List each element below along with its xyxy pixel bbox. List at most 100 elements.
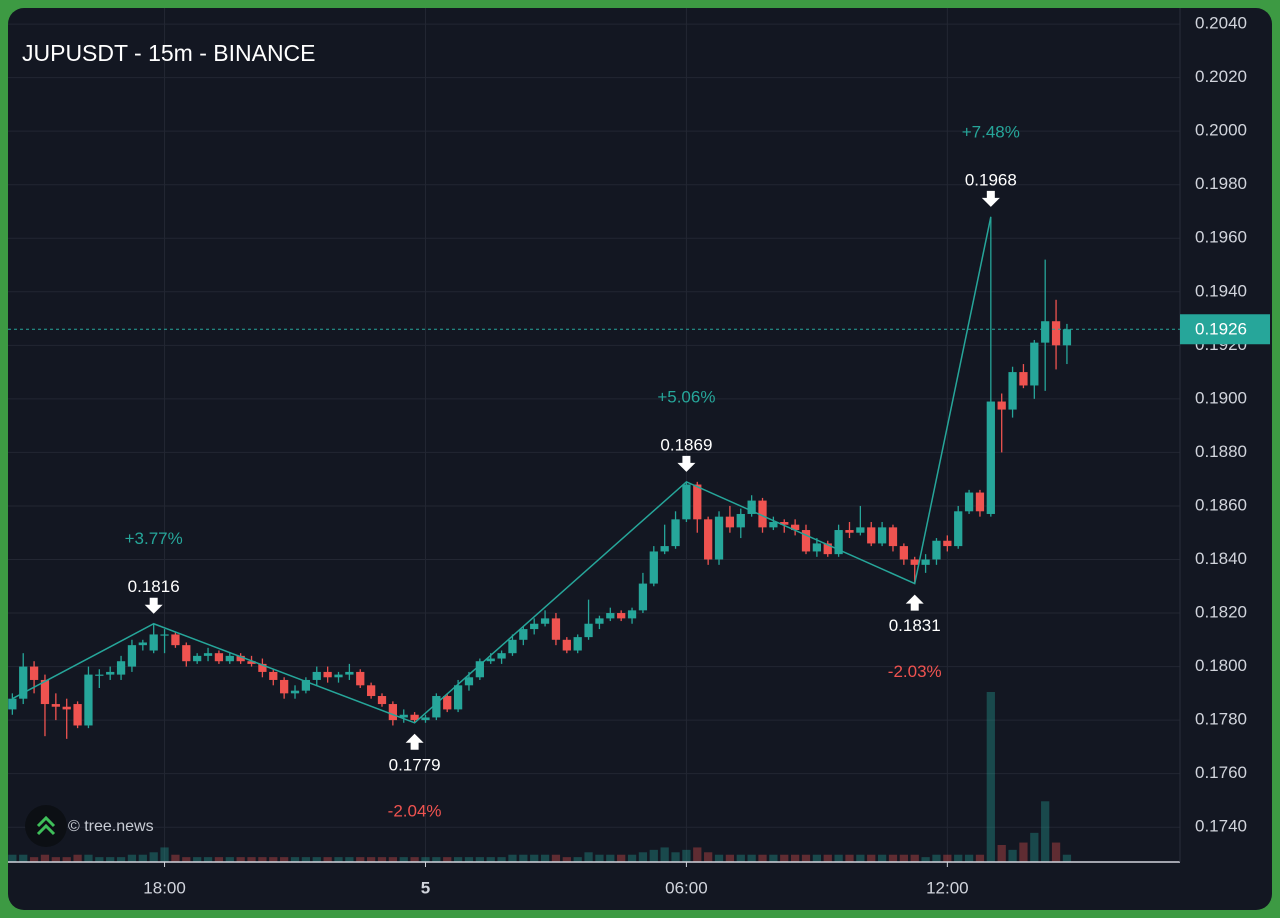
candle-body — [932, 540, 941, 560]
candle-body — [1062, 329, 1072, 346]
candle-body — [627, 610, 637, 619]
candle-body — [595, 618, 604, 624]
candle-body — [617, 613, 626, 619]
volume-bar — [421, 857, 430, 862]
volume-bar — [693, 847, 702, 862]
candle-body — [964, 492, 974, 512]
candle-body — [834, 530, 843, 555]
candle-body — [519, 629, 528, 640]
y-tick-label: 0.1740 — [1195, 817, 1247, 836]
candle-body — [475, 661, 484, 678]
candle-body — [29, 666, 39, 680]
candle-body — [954, 511, 963, 547]
volume-bar — [106, 857, 115, 862]
candle-body — [464, 677, 474, 686]
candle-body — [1019, 372, 1028, 386]
candle-body — [356, 671, 365, 686]
volume-bar — [736, 854, 745, 862]
volume-bar — [149, 852, 158, 862]
plot — [8, 216, 1072, 862]
candle-body — [182, 645, 191, 662]
volume-bar — [432, 857, 441, 862]
volume-bar — [801, 854, 811, 862]
x-tick-label: 18:00 — [143, 878, 186, 897]
volume-bar — [932, 854, 941, 862]
volume-bar — [225, 857, 234, 862]
candle-body — [312, 671, 321, 680]
volume-bar — [877, 854, 887, 862]
pivot-price: 0.1968 — [965, 170, 1017, 189]
volume-bar — [856, 854, 865, 862]
y-tick-label: 0.1760 — [1195, 763, 1247, 782]
candle-body — [84, 674, 93, 726]
volume-bar — [258, 857, 267, 862]
candle-body — [160, 634, 169, 636]
volume-bar — [486, 857, 495, 862]
candle-body — [73, 704, 82, 726]
volume-bar — [1008, 849, 1017, 862]
volume-bar — [519, 854, 528, 862]
arrow-down — [144, 597, 163, 614]
volume-bar — [40, 854, 50, 862]
volume-bar — [73, 854, 82, 862]
volume-bar — [1062, 854, 1072, 862]
candle-body — [584, 623, 593, 638]
candle-body — [997, 401, 1006, 410]
candle-body — [1041, 321, 1050, 343]
volume-bar — [780, 854, 789, 862]
volume-bar — [638, 852, 648, 862]
volume-bar — [345, 857, 354, 862]
candle-body — [540, 618, 550, 624]
y-tick-label: 0.1980 — [1195, 174, 1247, 193]
volume-bar — [769, 854, 778, 862]
pivot-price: 0.1779 — [389, 755, 441, 774]
volume-bar — [551, 854, 561, 862]
volume-bar — [475, 857, 484, 862]
candle-body — [562, 639, 571, 651]
candle-body — [551, 618, 561, 640]
candle-body — [1008, 372, 1017, 410]
candle-body — [921, 559, 930, 565]
candle-body — [410, 714, 419, 721]
volume-bar — [562, 857, 571, 862]
candle-body — [345, 671, 354, 675]
volume-bar — [160, 847, 169, 862]
volume-bar — [714, 854, 724, 862]
volume-bar — [1030, 832, 1039, 862]
volume-bar — [19, 854, 28, 862]
candle-body — [334, 674, 343, 678]
candle-body — [323, 671, 332, 678]
candle-body — [606, 613, 615, 619]
volume-bar — [704, 852, 713, 862]
candle-body — [247, 661, 256, 664]
volume-bar — [964, 854, 974, 862]
candle-body — [486, 658, 495, 662]
candle-body — [910, 559, 919, 565]
candle-body — [399, 714, 408, 718]
volume-bar — [1019, 842, 1028, 862]
volume-bar — [921, 857, 930, 862]
y-tick-label: 0.2020 — [1195, 67, 1247, 86]
pivot-change: +5.06% — [657, 387, 715, 406]
logo-icon — [36, 815, 56, 836]
candle-body — [530, 623, 539, 630]
candle-body — [106, 671, 115, 675]
pivot-change: -2.04% — [388, 801, 442, 820]
y-tick-label: 0.1900 — [1195, 388, 1247, 407]
candle-body — [1030, 342, 1039, 386]
candle-body — [747, 500, 756, 514]
volume-bar — [497, 857, 506, 862]
arrow-down — [677, 455, 696, 472]
candle-body — [19, 666, 28, 699]
volume-bar — [867, 854, 876, 862]
candle-body — [116, 661, 126, 675]
candle-body — [1051, 321, 1061, 346]
x-tick-label: 06:00 — [665, 878, 708, 897]
y-tick-label: 0.1800 — [1195, 656, 1247, 675]
volume-bar — [954, 854, 963, 862]
candle-body — [638, 583, 648, 611]
candle-body — [725, 516, 735, 528]
arrow-down — [981, 190, 1000, 207]
candle-body — [366, 685, 376, 697]
